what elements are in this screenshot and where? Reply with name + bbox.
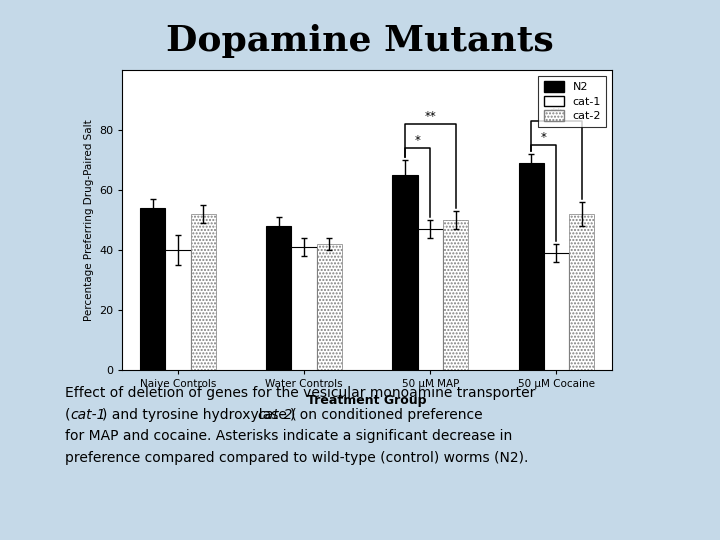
Text: cat-2: cat-2 [258,408,293,422]
Text: Effect of deletion of genes for the vesicular monoamine transporter: Effect of deletion of genes for the vesi… [65,386,535,400]
Bar [518,163,544,370]
X-axis label: Treatment Group: Treatment Group [307,395,427,408]
Text: **: ** [551,107,562,120]
Bar [191,214,216,370]
Bar [443,220,468,370]
Y-axis label: Percentage Preferring Drug-Paired Salt: Percentage Preferring Drug-Paired Salt [84,119,94,321]
Bar [266,226,292,370]
Text: **: ** [424,110,436,123]
Text: *: * [415,133,420,147]
Text: cat-1: cat-1 [71,408,106,422]
Text: preference compared compared to wild-type (control) worms (N2).: preference compared compared to wild-typ… [65,451,528,465]
Legend: N2, cat-1, cat-2: N2, cat-1, cat-2 [538,76,606,127]
Bar [292,247,317,370]
Bar [392,175,418,370]
Bar [569,214,594,370]
Bar [166,250,191,370]
Bar [317,244,342,370]
Text: (: ( [65,408,71,422]
Text: ) and tyrosine hydroxylase (: ) and tyrosine hydroxylase ( [102,408,297,422]
Bar [544,253,569,370]
Bar [418,229,443,370]
Text: for MAP and cocaine. Asterisks indicate a significant decrease in: for MAP and cocaine. Asterisks indicate … [65,429,512,443]
Text: ) on conditioned preference: ) on conditioned preference [290,408,483,422]
Text: *: * [541,131,546,144]
Text: Dopamine Mutants: Dopamine Mutants [166,24,554,58]
Bar [140,208,166,370]
